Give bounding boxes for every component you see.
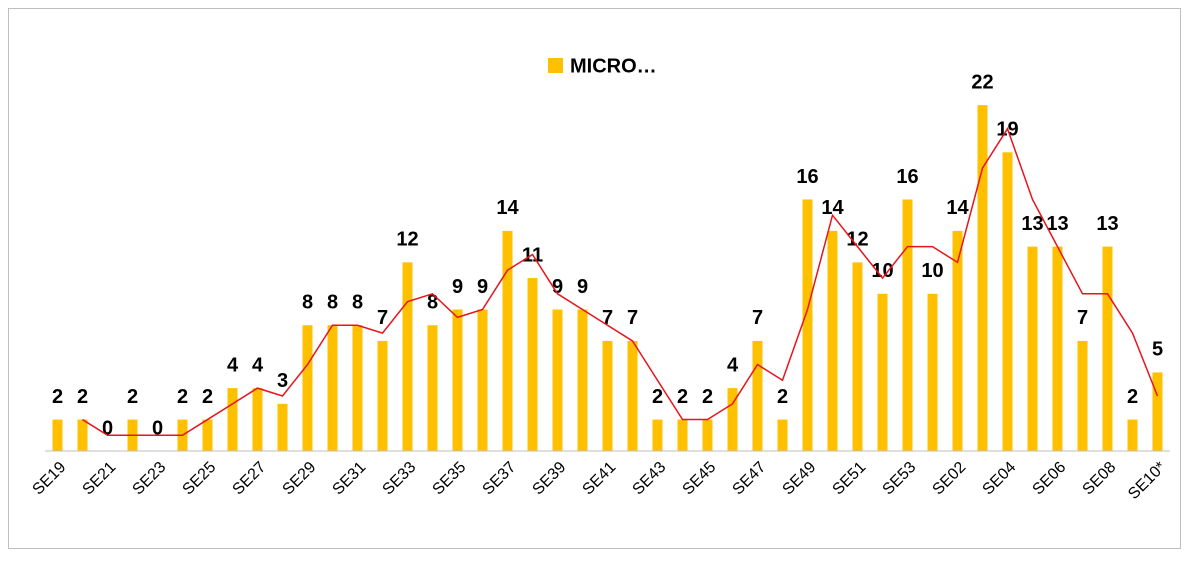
bar	[1077, 340, 1088, 451]
bar	[477, 309, 488, 451]
data-label: 8	[427, 292, 438, 314]
bar	[427, 325, 438, 451]
data-label: 12	[846, 229, 868, 251]
bar	[302, 325, 313, 451]
data-label: 5	[1152, 339, 1163, 361]
bar	[252, 388, 263, 451]
bar	[902, 199, 913, 451]
bar	[377, 340, 388, 451]
data-label: 16	[896, 166, 918, 188]
data-label: 0	[102, 417, 113, 439]
bar	[527, 278, 538, 451]
data-label: 16	[796, 166, 818, 188]
legend-label: MICRO…	[570, 55, 657, 77]
bar	[77, 419, 88, 451]
data-label: 3	[277, 370, 288, 392]
bar	[827, 230, 838, 451]
bar	[552, 309, 563, 451]
bar	[777, 419, 788, 451]
bar	[452, 309, 463, 451]
data-label: 2	[77, 386, 88, 408]
data-label: 2	[702, 386, 713, 408]
bar	[977, 105, 988, 451]
data-label: 2	[652, 386, 663, 408]
bar	[677, 419, 688, 451]
bar	[927, 293, 938, 451]
data-label: 9	[552, 276, 563, 298]
data-label: 8	[327, 292, 338, 314]
data-label: 14	[496, 197, 519, 219]
bar	[277, 403, 288, 451]
data-label: 2	[1127, 386, 1138, 408]
bar	[952, 230, 963, 451]
bar	[202, 419, 213, 451]
bar	[227, 388, 238, 451]
trend-line	[82, 127, 1159, 437]
data-label: 0	[152, 417, 163, 439]
data-label: 2	[777, 386, 788, 408]
data-label: 10	[871, 260, 893, 282]
data-label: 9	[477, 276, 488, 298]
bar	[1102, 246, 1113, 451]
data-label: 7	[752, 307, 763, 329]
bar	[752, 340, 763, 451]
data-label: 12	[396, 229, 418, 251]
legend-swatch	[548, 58, 563, 73]
bar	[627, 340, 638, 451]
data-label: 2	[127, 386, 138, 408]
data-label: 7	[627, 307, 638, 329]
data-label: 9	[577, 276, 588, 298]
data-label: 14	[946, 197, 969, 219]
data-label: 7	[1077, 307, 1088, 329]
data-label: 13	[1096, 213, 1118, 235]
bar	[1002, 152, 1013, 451]
bar	[727, 388, 738, 451]
bar	[577, 309, 588, 451]
data-label: 7	[602, 307, 613, 329]
bar	[852, 262, 863, 451]
data-label: 9	[452, 276, 463, 298]
data-label: 4	[727, 354, 739, 376]
data-label: 13	[1046, 213, 1068, 235]
bar	[702, 419, 713, 451]
bar	[1052, 246, 1063, 451]
data-label: 22	[971, 71, 993, 93]
bar	[352, 325, 363, 451]
data-label: 4	[252, 354, 264, 376]
data-label: 13	[1021, 213, 1043, 235]
bar	[327, 325, 338, 451]
data-label: 2	[177, 386, 188, 408]
bar	[402, 262, 413, 451]
bar	[602, 340, 613, 451]
data-label: 14	[821, 197, 844, 219]
data-label: 2	[677, 386, 688, 408]
bar	[52, 419, 63, 451]
bar	[802, 199, 813, 451]
bar	[1127, 419, 1138, 451]
bar	[1027, 246, 1038, 451]
data-label: 8	[302, 292, 313, 314]
data-label: 2	[52, 386, 63, 408]
data-label: 7	[377, 307, 388, 329]
data-label: 2	[202, 386, 213, 408]
bar	[1152, 372, 1163, 451]
data-label: 8	[352, 292, 363, 314]
data-label: 4	[227, 354, 239, 376]
data-label: 10	[921, 260, 943, 282]
bar	[502, 230, 513, 451]
bar	[652, 419, 663, 451]
bar	[877, 293, 888, 451]
